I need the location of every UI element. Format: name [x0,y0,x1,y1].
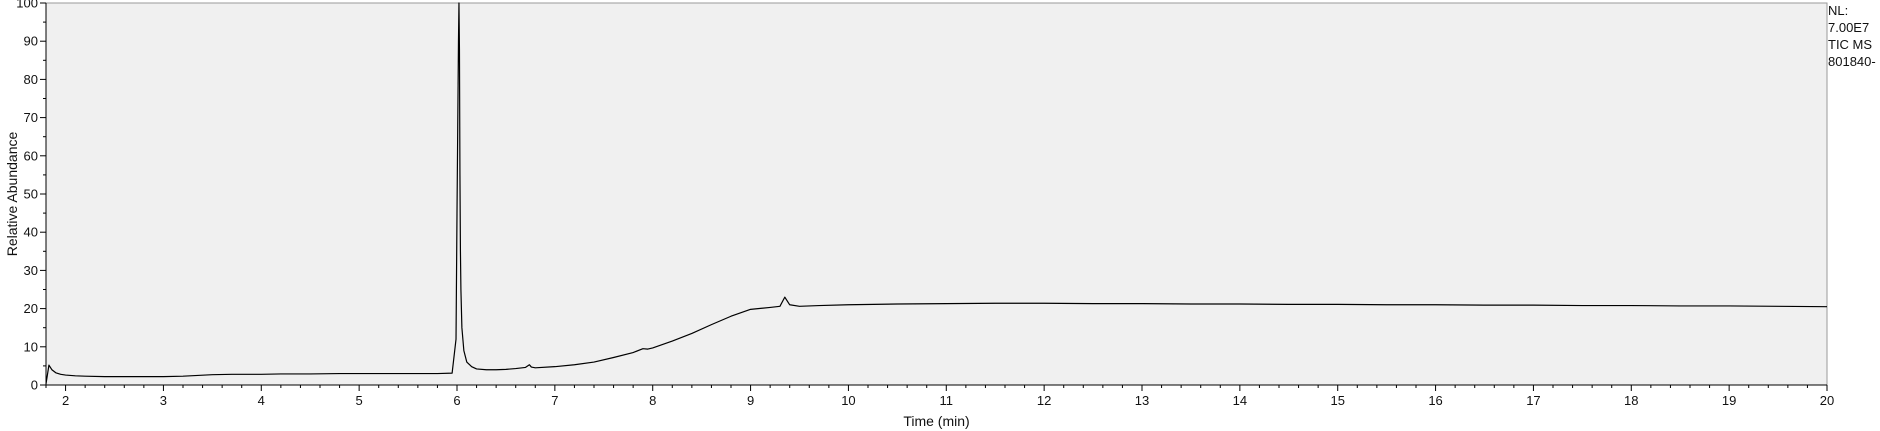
x-tick-label: 3 [160,393,167,408]
plot-area [45,2,1828,386]
y-tick-label: 50 [24,187,38,202]
y-tick-label: 60 [24,148,38,163]
y-tick-label: 0 [31,378,38,393]
x-tick-label: 8 [649,393,656,408]
file-name: 801840- [1828,54,1876,69]
annotation-layer: 6.02 [445,0,472,2]
trace-type: TIC MS [1828,37,1873,52]
x-tick-label: 7 [551,393,558,408]
x-tick-label: 6 [453,393,460,408]
x-axis-ticks: 2 3 4 5 6 7 8 9 10 11 12 13 14 15 16 17 18 19 20 [45,385,1834,408]
x-tick-label: 4 [258,393,265,408]
peak-label: 6.02 [445,0,472,2]
y-tick-label: 80 [24,72,38,87]
x-tick-label: 2 [62,393,69,408]
y-tick-label: 90 [24,34,38,49]
x-tick-label: 13 [1135,393,1149,408]
nl-label: NL: [1828,3,1849,18]
series-layer [45,2,1828,384]
y-tick-label: 10 [24,339,38,354]
x-tick-label: 18 [1624,393,1638,408]
y-tick-label: 70 [24,110,38,125]
x-tick-label: 14 [1233,393,1247,408]
x-axis-title: Time (min) [903,413,969,429]
x-tick-label: 17 [1526,393,1540,408]
nl-value: 7.00E7 [1828,20,1870,35]
x-tick-label: 5 [356,393,363,408]
y-tick-label: 30 [24,263,38,278]
acquisition-info: NL: 7.00E7 TIC MS 801840- [1828,2,1880,70]
x-tick-label: 9 [747,393,754,408]
x-tick-label: 19 [1722,393,1736,408]
x-tick-label: 16 [1428,393,1442,408]
y-tick-label: 40 [24,225,38,240]
y-axis-title: Relative Abundance [4,132,20,257]
y-tick-label: 20 [24,301,38,316]
x-tick-label: 15 [1330,393,1344,408]
y-tick-label: 100 [16,0,38,11]
x-tick-label: 11 [940,393,954,408]
y-axis-ticks: 0 10 20 30 40 50 60 70 80 90 100 [16,0,46,393]
x-tick-label: 10 [841,393,855,408]
x-tick-label: 20 [1820,393,1834,408]
tic-trace-line [45,2,1828,384]
x-tick-label: 12 [1037,393,1051,408]
